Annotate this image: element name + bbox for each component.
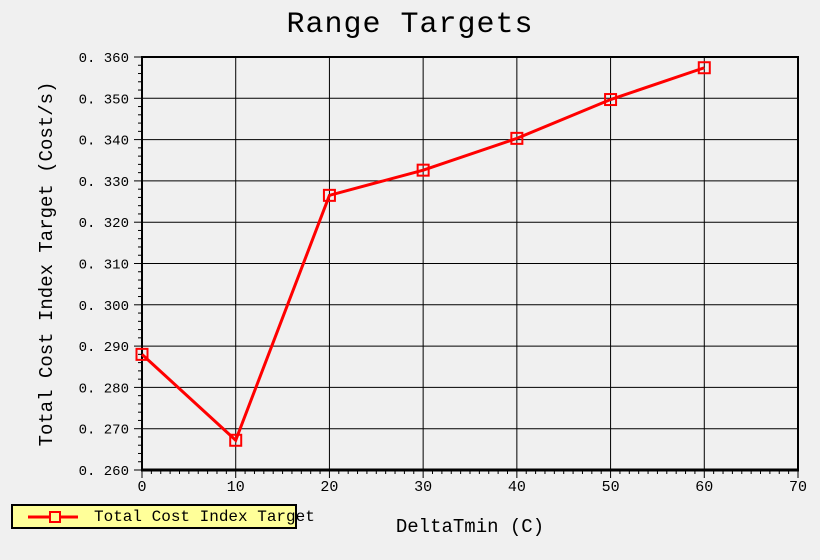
series-marker (229, 433, 243, 447)
x-tick-label: 60 (695, 479, 713, 496)
y-tick-label: 0. 320 (79, 216, 129, 232)
x-tick-label: 10 (227, 479, 245, 496)
y-tick-label: 0. 270 (79, 423, 129, 439)
x-tick-label: 30 (414, 479, 432, 496)
x-tick-label: 0 (137, 479, 146, 496)
y-tick-label: 0. 330 (79, 175, 129, 191)
y-tick-label: 0. 290 (79, 340, 129, 356)
series-marker (604, 93, 618, 107)
y-tick-label: 0. 350 (79, 92, 129, 108)
series-marker (135, 347, 149, 361)
series-marker (697, 61, 711, 75)
x-tick-label: 70 (789, 479, 807, 496)
y-tick-label: 0. 300 (79, 299, 129, 315)
x-axis-title: DeltaTmin (C) (395, 516, 545, 538)
series-marker (416, 163, 430, 177)
series-marker (322, 188, 336, 202)
chart-title: Range Targets (286, 8, 534, 42)
legend-label: Total Cost Index Target (94, 507, 315, 526)
series-line (140, 66, 705, 443)
y-tick-label: 0. 310 (79, 258, 129, 274)
x-tick-label: 50 (602, 479, 620, 496)
y-tick-label: 0. 260 (79, 464, 129, 480)
legend-sample-marker (49, 510, 61, 523)
x-tick-label: 40 (508, 479, 526, 496)
y-tick-label: 0. 280 (79, 381, 129, 397)
legend-line-marker-icon (28, 510, 78, 523)
x-tick-label: 20 (320, 479, 338, 496)
series-marker (510, 131, 524, 145)
y-tick-label: 0. 340 (79, 134, 129, 150)
y-tick-label: 0. 360 (79, 51, 129, 67)
legend: Total Cost Index Target (11, 504, 315, 529)
